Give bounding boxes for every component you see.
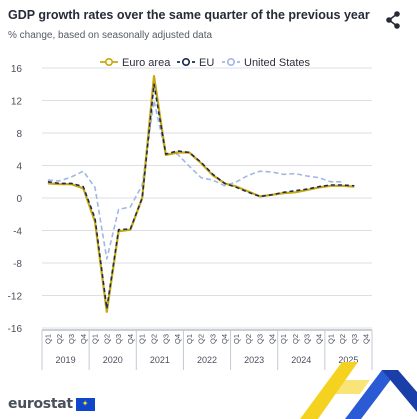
year-label: 2019	[56, 355, 76, 365]
legend-label: United States	[244, 57, 311, 69]
year-label: 2021	[150, 355, 170, 365]
x-tick-label: Q3	[114, 334, 123, 344]
x-tick-label: Q2	[291, 334, 300, 344]
x-tick-label: Q3	[208, 334, 217, 344]
x-axis: Q1 Q2 Q3 Q4 Q1 Q2 Q3 Q4 Q1 Q2 Q3 Q4 Q1 Q2 Q3 Q4 Q1 Q2 Q3 Q4…	[41, 329, 373, 370]
y-tick-label: 8	[16, 129, 22, 140]
x-tick-label: Q1	[279, 334, 288, 344]
x-tick-label: Q2	[244, 334, 253, 344]
x-tick-label: Q4	[362, 334, 371, 344]
y-tick-label: -4	[13, 227, 22, 238]
x-tick-label: Q1	[91, 334, 100, 344]
y-tick-label: -16	[8, 324, 23, 335]
legend-item[interactable]: EU	[177, 57, 214, 69]
x-tick-label: Q4	[220, 334, 229, 344]
x-tick-label: Q2	[55, 334, 64, 344]
series-lines	[47, 75, 355, 313]
x-tick-label: Q1	[232, 334, 241, 344]
x-tick-label: Q3	[161, 334, 170, 344]
eu-flag-icon: ✦	[75, 397, 95, 411]
legend-item[interactable]: United States	[222, 57, 311, 69]
x-tick-label: Q3	[67, 334, 76, 344]
y-tick-label: 0	[16, 194, 22, 205]
x-tick-label: Q1	[326, 334, 335, 344]
share-icon	[386, 11, 400, 29]
x-tick-label: Q1	[185, 334, 194, 344]
grid	[42, 67, 372, 329]
x-tick-label: Q2	[149, 334, 158, 344]
legend-marker	[182, 57, 191, 66]
x-tick-label: Q4	[79, 334, 88, 344]
legend-label: EU	[199, 57, 214, 69]
year-label: 2020	[103, 355, 123, 365]
x-tick-label: Q4	[314, 334, 323, 344]
y-axis-labels: 16 12 8 4 0 -4 -8 -12 -16	[8, 64, 23, 335]
x-tick-label: Q2	[197, 334, 206, 344]
series-line-euro-area	[47, 75, 355, 313]
y-tick-label: -8	[13, 259, 22, 270]
legend-item[interactable]: Euro area	[100, 57, 171, 69]
year-label: 2023	[244, 355, 264, 365]
year-label: 2022	[197, 355, 217, 365]
series-line-eu	[47, 83, 355, 310]
logo-text: eurostat	[8, 396, 73, 412]
x-tick-label: Q3	[303, 334, 312, 344]
y-tick-label: -12	[8, 292, 23, 303]
legend: Euro area EU United States	[100, 57, 311, 69]
x-tick-label: Q2	[338, 334, 347, 344]
x-tick-label: Q3	[256, 334, 265, 344]
chart-subtitle: % change, based on seasonally adjusted d…	[8, 30, 213, 41]
y-tick-label: 4	[16, 162, 22, 173]
chart-title: GDP growth rates over the same quarter o…	[8, 8, 370, 22]
y-tick-label: 12	[11, 97, 23, 108]
x-tick-label: Q2	[102, 334, 111, 344]
decorative-chevron	[300, 362, 417, 419]
legend-marker	[227, 57, 236, 66]
x-tick-label: Q3	[350, 334, 359, 344]
year-label: 2024	[291, 355, 311, 365]
x-tick-label: Q1	[138, 334, 147, 344]
year-label: 2025	[338, 355, 358, 365]
x-tick-label: Q1	[43, 334, 52, 344]
eurostat-logo: eurostat ✦	[8, 396, 95, 412]
y-tick-label: 16	[11, 64, 23, 75]
legend-label: Euro area	[122, 57, 171, 69]
share-button[interactable]	[382, 9, 404, 31]
x-tick-label: Q4	[267, 334, 276, 344]
legend-marker	[105, 57, 114, 66]
series-line-united-states	[47, 99, 343, 260]
x-tick-label: Q4	[173, 334, 182, 344]
x-tick-label: Q4	[126, 334, 135, 344]
